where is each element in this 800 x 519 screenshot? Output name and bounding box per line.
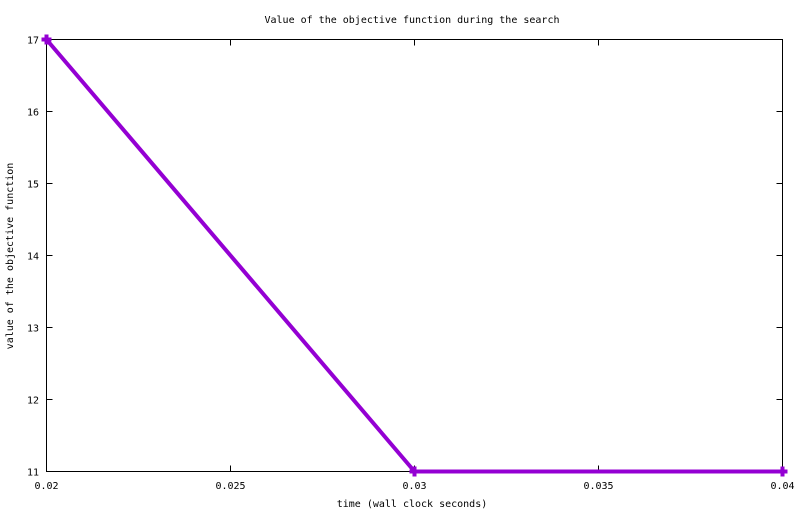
y-tick-label: 16	[27, 108, 39, 119]
y-tick-label: 15	[27, 180, 39, 191]
x-tick-label: 0.03	[402, 481, 426, 492]
y-tick-label: 14	[27, 252, 39, 263]
y-tick-label: 11	[27, 468, 39, 479]
y-axis-label: value of the objective function	[5, 163, 16, 350]
x-tick-label: 0.035	[583, 481, 613, 492]
plot-area	[46, 39, 783, 472]
series-line	[44, 38, 783, 474]
x-tick-label: 0.02	[34, 481, 58, 492]
series-layer	[41, 34, 788, 477]
data-point-marker	[777, 466, 788, 477]
x-tick-label: 0.025	[215, 481, 245, 492]
data-point-marker	[41, 34, 52, 45]
y-tick-label: 13	[27, 324, 39, 335]
y-tick-label: 17	[27, 36, 39, 47]
chart-title: Value of the objective function during t…	[264, 15, 559, 26]
y-axis: 11 12 13 14 15 16 17	[27, 36, 783, 479]
plot-frame	[46, 39, 783, 472]
data-point-marker	[409, 466, 420, 477]
x-axis: 0.02 0.025 0.03 0.035 0.04	[34, 39, 795, 492]
x-axis-label: time (wall clock seconds)	[337, 499, 488, 510]
x-tick-label: 0.04	[770, 481, 794, 492]
y-tick-label: 12	[27, 396, 39, 407]
